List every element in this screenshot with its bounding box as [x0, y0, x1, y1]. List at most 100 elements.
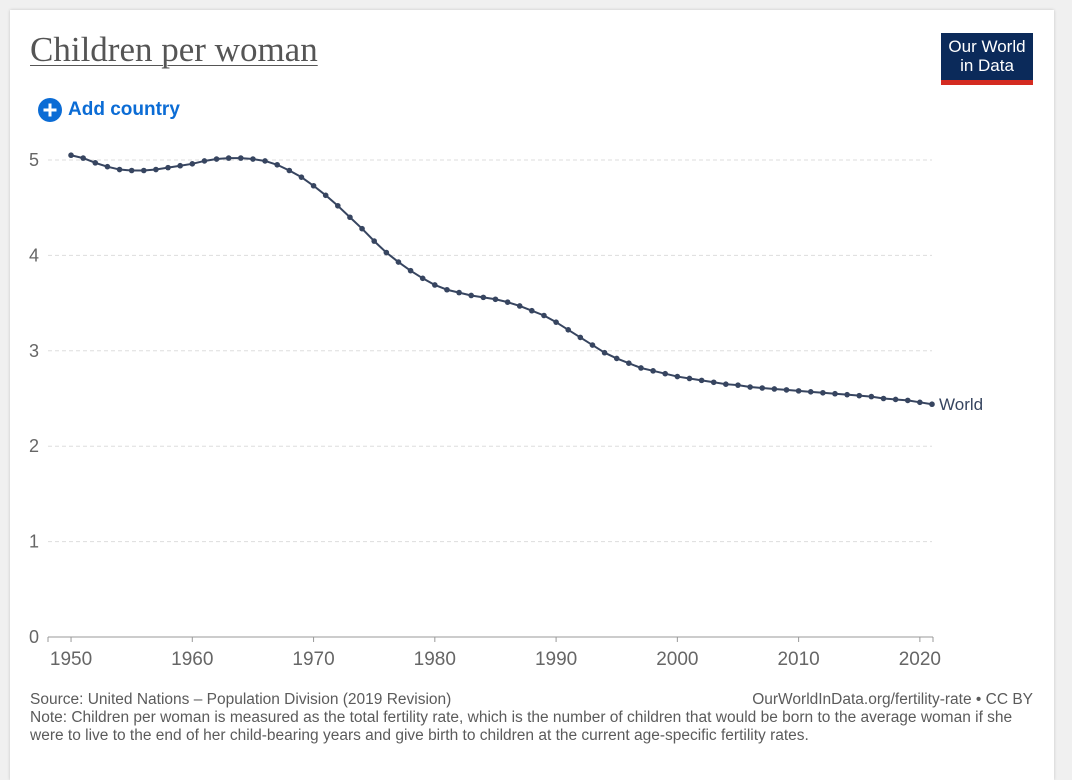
data-point: [383, 249, 390, 256]
data-point: [395, 259, 402, 265]
data-point: [626, 360, 632, 367]
series-label-world: World: [939, 395, 983, 414]
line-chart: 0 1 2 3 4 5 1950 1960 1970 1980 1990 2000 2010 2020 Wo…: [29, 150, 983, 670]
data-point: [795, 388, 802, 394]
data-point: [917, 399, 923, 406]
data-point: [444, 286, 450, 293]
data-point: [492, 296, 499, 303]
x-tick-label: 1970: [292, 649, 334, 670]
data-point: [128, 167, 135, 174]
credit-link[interactable]: OurWorldInData.org/fertility-rate • CC B…: [752, 691, 1033, 708]
chart-footer: Source: United Nations – Population Divi…: [30, 691, 1033, 745]
data-point: [856, 392, 863, 399]
data-point: [662, 370, 669, 377]
data-point: [747, 384, 753, 390]
data-point: [565, 327, 572, 333]
data-point: [904, 397, 911, 404]
x-tick-label: 2000: [656, 649, 698, 670]
data-point: [298, 174, 305, 180]
x-tick-label: 1990: [535, 649, 577, 670]
data-point: [407, 267, 414, 274]
chart-title[interactable]: Children per woman: [30, 30, 318, 69]
data-point: [504, 299, 511, 305]
data-point: [735, 382, 741, 388]
data-point: [335, 202, 341, 209]
x-tick-label: 2020: [899, 649, 941, 670]
y-tick-label: 1: [29, 532, 39, 552]
data-point: [201, 158, 208, 164]
x-tick-label: 1980: [414, 649, 456, 670]
data-point: [650, 368, 656, 374]
data-point: [371, 238, 377, 244]
data-point: [189, 161, 196, 167]
data-point: [104, 163, 111, 170]
x-tick-label: 2010: [777, 649, 819, 670]
data-point: [516, 303, 523, 309]
plus-circle-icon: [38, 98, 62, 122]
data-point: [177, 162, 183, 169]
data-point: [674, 373, 681, 380]
logo-line-2: in Data: [960, 56, 1014, 75]
data-point: [529, 307, 535, 314]
data-point: [613, 355, 620, 362]
data-point: [225, 155, 232, 161]
add-country-label: Add country: [68, 99, 180, 120]
data-point: [116, 166, 123, 173]
data-point: [310, 182, 317, 189]
data-point: [432, 282, 438, 288]
y-tick-label: 4: [29, 245, 39, 265]
data-point: [589, 342, 596, 348]
y-tick-label: 0: [29, 627, 39, 647]
data-point: [213, 156, 220, 162]
data-point: [832, 390, 838, 397]
data-point: [238, 155, 244, 161]
data-point: [844, 391, 850, 398]
data-point: [601, 349, 608, 356]
data-point: [868, 393, 875, 400]
data-point: [286, 167, 293, 174]
data-point: [820, 389, 826, 396]
data-point: [577, 334, 584, 341]
data-point: [480, 294, 487, 301]
data-point: [638, 365, 644, 371]
data-point: [322, 192, 329, 199]
data-point: [262, 158, 268, 164]
data-point: [250, 156, 256, 162]
data-point: [929, 401, 935, 408]
data-point: [153, 166, 159, 173]
data-point: [80, 155, 86, 161]
data-point: [140, 167, 147, 174]
data-point: [807, 389, 814, 395]
y-tick-label: 3: [29, 341, 39, 361]
y-tick-label: 2: [29, 436, 39, 456]
data-point: [723, 381, 729, 387]
y-tick-label: 5: [29, 150, 39, 170]
data-point: [456, 289, 462, 296]
x-tick-label: 1950: [50, 649, 92, 670]
add-country-button[interactable]: Add country: [38, 98, 180, 122]
source-text: Source: United Nations – Population Divi…: [30, 691, 452, 708]
data-point: [553, 319, 559, 325]
data-point: [771, 386, 778, 392]
data-point: [710, 379, 717, 386]
data-point: [92, 160, 99, 166]
series-line-world: [70, 154, 933, 406]
data-point: [783, 387, 790, 393]
logo-line-1: Our World: [948, 37, 1026, 56]
data-point: [468, 292, 475, 299]
data-point: [165, 164, 171, 171]
data-point: [759, 385, 766, 391]
chart-card: [10, 10, 1054, 780]
data-point: [68, 152, 74, 159]
data-point: [892, 396, 899, 403]
data-point: [698, 377, 705, 384]
data-point: [419, 275, 426, 282]
data-point: [274, 161, 280, 168]
data-point: [880, 395, 887, 402]
owid-logo[interactable]: Our World in Data: [941, 33, 1033, 85]
x-tick-label: 1960: [171, 649, 213, 670]
note-text: Note: Children per woman is measured as …: [30, 709, 1013, 744]
data-point: [359, 225, 365, 232]
data-point: [541, 312, 547, 319]
data-point: [686, 375, 693, 382]
